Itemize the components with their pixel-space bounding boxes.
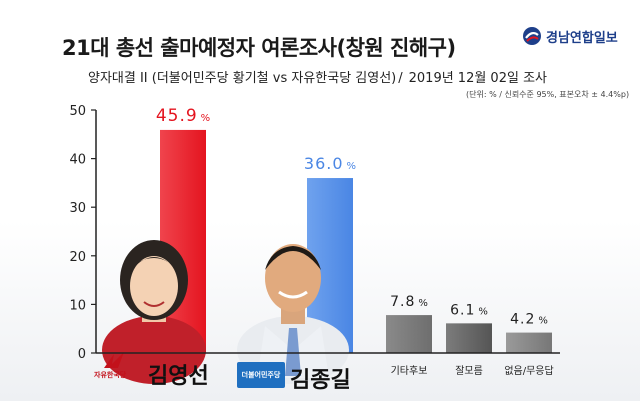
value-labels: 45.9 % 36.0 % 7.8% 6.1% 4.2%	[156, 106, 548, 328]
category-label: 없음/무응답	[504, 364, 553, 377]
candidate-name-second: 김종길	[290, 368, 351, 393]
value-label: 6.1%	[450, 302, 488, 318]
brand-name: 경남연합일보	[546, 30, 618, 46]
category-labels: 기타후보 잘모름 없음/무응답	[391, 364, 554, 377]
party-badge-opposition: 자유한국당	[94, 371, 127, 379]
survey-note: (단위: % / 신뢰수준 95%, 표본오차 ± 4.4%p)	[466, 90, 630, 99]
y-tick-label: 20	[69, 250, 86, 265]
y-tick-label: 30	[69, 201, 86, 216]
category-label: 기타후보	[391, 365, 428, 377]
candidate-name-first: 김영선	[148, 364, 209, 389]
bar-3	[386, 315, 432, 353]
party-badge-ruling: 더불어민주당	[237, 362, 285, 388]
value-label: 4.2%	[510, 312, 548, 328]
chart-title: 21대 총선 출마예정자 여론조사(창원 진해구)	[62, 36, 456, 60]
value-label: 45.9%	[156, 106, 210, 126]
survey-date: 2019년 12월 02일 조사	[408, 71, 547, 86]
y-tick-label: 40	[69, 153, 86, 168]
bar-5	[506, 332, 552, 353]
opposition-party-logo-icon	[104, 352, 124, 368]
bar-4	[446, 323, 492, 353]
brand: 경남연합일보	[522, 26, 618, 46]
y-tick-label: 0	[78, 347, 86, 362]
y-tick-label: 50	[69, 104, 86, 119]
subtitle-matchup: 양자대결 II (더불어민주당 황기철 vs 자유한국당 김영선)	[88, 71, 397, 86]
category-label: 잘모름	[455, 365, 483, 377]
value-label: 36.0%	[304, 154, 356, 173]
y-tick-label: 10	[69, 298, 86, 313]
brand-logo-icon	[523, 27, 541, 45]
value-label: 7.8%	[390, 294, 428, 310]
y-axis: 0 10 20 30 40 50	[69, 104, 97, 362]
chart-subtitle: 양자대결 II (더불어민주당 황기철 vs 자유한국당 김영선)/2019년 …	[88, 71, 547, 86]
portrait-first-candidate	[102, 240, 206, 384]
